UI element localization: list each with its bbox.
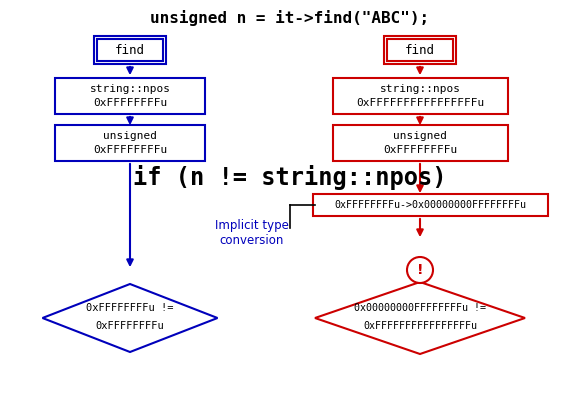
Text: string::npos: string::npos	[379, 84, 461, 94]
Text: !: !	[417, 263, 423, 277]
Text: Implicit type
conversion: Implicit type conversion	[215, 219, 289, 247]
Text: 0x00000000FFFFFFFFu !=: 0x00000000FFFFFFFFu !=	[354, 303, 486, 313]
Text: find: find	[405, 43, 435, 56]
Bar	[55, 78, 205, 114]
Bar	[387, 39, 453, 61]
Text: string::npos: string::npos	[89, 84, 171, 94]
Polygon shape	[315, 282, 525, 354]
Text: 0xFFFFFFFFu: 0xFFFFFFFFu	[96, 321, 164, 331]
Bar	[313, 194, 548, 216]
Text: unsigned: unsigned	[393, 131, 447, 141]
Text: unsigned: unsigned	[103, 131, 157, 141]
Bar	[332, 125, 508, 161]
Text: if (n != string::npos): if (n != string::npos)	[133, 166, 447, 191]
Bar	[97, 39, 163, 61]
Circle shape	[407, 257, 433, 283]
Text: 0xFFFFFFFFu !=: 0xFFFFFFFFu !=	[86, 303, 174, 313]
Bar	[332, 78, 508, 114]
Bar	[55, 125, 205, 161]
Text: 0xFFFFFFFFu: 0xFFFFFFFFu	[93, 98, 167, 108]
Polygon shape	[42, 284, 218, 352]
Text: find: find	[115, 43, 145, 56]
Text: unsigned n = it->find("ABC");: unsigned n = it->find("ABC");	[150, 10, 430, 26]
Text: 0xFFFFFFFFu: 0xFFFFFFFFu	[93, 145, 167, 155]
Text: 0xFFFFFFFFFFFFFFFFu: 0xFFFFFFFFFFFFFFFFu	[363, 321, 477, 331]
Text: 0xFFFFFFFFu->0x00000000FFFFFFFFu: 0xFFFFFFFFu->0x00000000FFFFFFFFu	[334, 200, 526, 210]
Text: 0xFFFFFFFFu: 0xFFFFFFFFu	[383, 145, 457, 155]
Text: 0xFFFFFFFFFFFFFFFFu: 0xFFFFFFFFFFFFFFFFu	[356, 98, 484, 108]
Bar	[384, 36, 456, 64]
Bar	[94, 36, 166, 64]
